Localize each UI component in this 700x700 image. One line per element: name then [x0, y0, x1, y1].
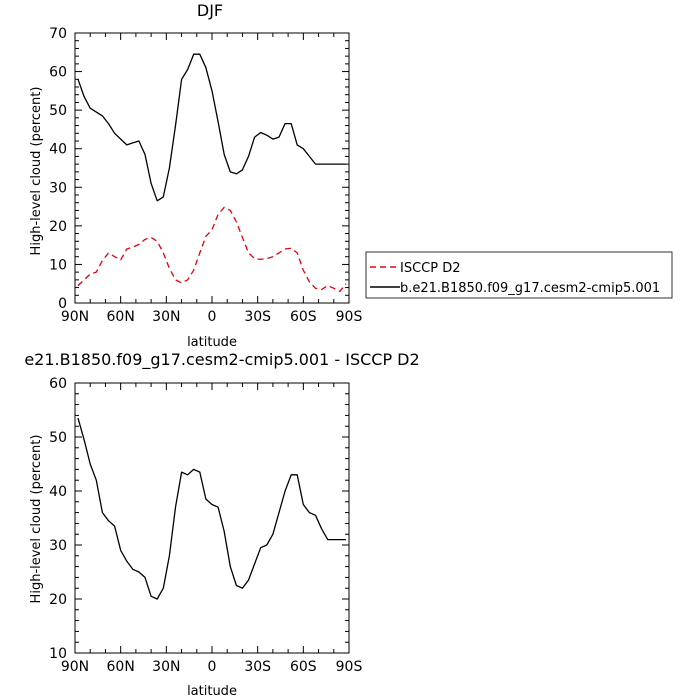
chart2-x-tick-label: 30S [244, 659, 271, 675]
chart1-title: DJF [197, 1, 223, 20]
chart1-x-axis-label: latitude [187, 335, 237, 350]
chart1-y-tick-label: 40 [49, 142, 67, 158]
chart1-x-tick-label: 0 [208, 309, 217, 325]
chart1-y-tick-label: 70 [49, 26, 67, 42]
chart2-y-tick-label: 60 [49, 376, 67, 392]
chart1-y-tick-label: 30 [49, 180, 67, 196]
chart2-series-line-1 [77, 417, 346, 600]
chart1-x-tick-label: 60S [290, 309, 317, 325]
chart1-y-tick-label: 10 [49, 257, 67, 273]
chart1-series-line-1 [77, 206, 347, 293]
chart2-y-tick-label: 40 [49, 484, 67, 500]
legend-label-isccp: ISCCP D2 [400, 261, 461, 276]
chart2-y-axis-label: High-level cloud (percent) [29, 435, 44, 604]
chart2-title: e21.B1850.f09_g17.cesm2-cmip5.001 - ISCC… [24, 350, 419, 370]
legend-frame [365, 251, 673, 299]
chart1-y-tick-label: 50 [49, 103, 67, 119]
chart1-x-tick-label: 30N [152, 309, 180, 325]
chart1-x-tick-label: 90S [336, 309, 363, 325]
chart2-x-tick-label: 90N [61, 659, 89, 675]
chart1-legend: ISCCP D2 b.e21.B1850.f09_g17.cesm2-cmip5… [365, 251, 673, 299]
chart2-x-tick-label: 0 [208, 659, 217, 675]
chart1-y-tick-label: 0 [58, 296, 67, 312]
legend-label-model: b.e21.B1850.f09_g17.cesm2-cmip5.001 [400, 281, 660, 296]
chart2-x-tick-label: 90S [336, 659, 363, 675]
chart1-x-tick-label: 60N [107, 309, 135, 325]
chart2-x-tick-label: 60N [107, 659, 135, 675]
chart2-y-tick-label: 20 [49, 592, 67, 608]
chart1-x-tick-label: 30S [244, 309, 271, 325]
chart2-x-axis-label: latitude [187, 684, 237, 699]
chart1-y-axis-label: High-level cloud (percent) [29, 87, 44, 256]
chart2-x-tick-label: 30N [152, 659, 180, 675]
chart2-y-tick-label: 30 [49, 538, 67, 554]
chart1-y-tick-label: 20 [49, 219, 67, 235]
chart1-x-tick-label: 90N [61, 309, 89, 325]
chart1-y-tick-label: 60 [49, 65, 67, 81]
chart2-y-tick-label: 50 [49, 430, 67, 446]
chart2-x-tick-label: 60S [290, 659, 317, 675]
chart2-y-tick-label: 10 [49, 646, 67, 662]
chart1-series-line-2 [77, 53, 346, 202]
